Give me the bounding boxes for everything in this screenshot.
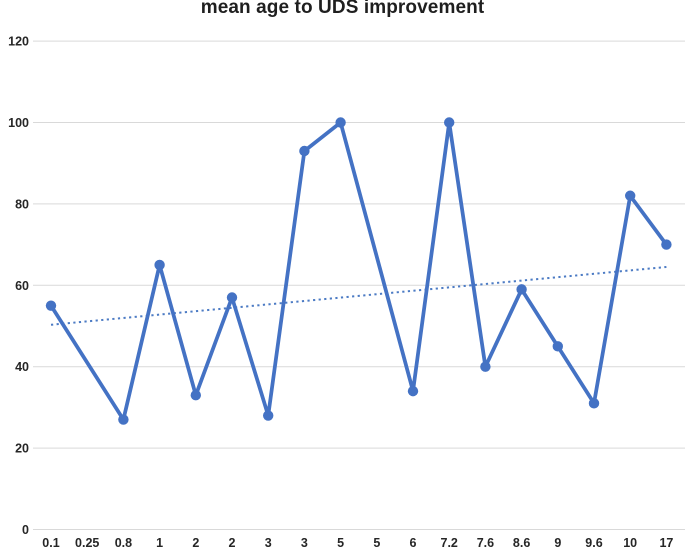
x-tick-label: 0.8 [115,536,132,550]
chart-title: mean age to UDS improvement [200,0,485,18]
y-tick-label: 20 [15,442,29,456]
data-point-marker [407,385,419,397]
x-tick-label: 6 [410,536,417,550]
y-tick-label: 60 [15,279,29,293]
x-tick-label: 1 [156,536,163,550]
x-tick-label: 2 [192,536,199,550]
x-tick-label: 3 [301,536,308,550]
data-point-marker [299,145,310,157]
x-tick-label: 3 [265,536,272,550]
data-point-marker [661,239,672,250]
y-tick-label: 40 [15,360,29,374]
data-point-marker [263,410,274,421]
y-tick-label: 100 [8,116,29,130]
data-point-marker [588,398,600,409]
x-tick-label: 10 [623,536,637,550]
series-line [49,120,669,422]
x-tick-label: 0.1 [42,536,59,550]
x-tick-label: 17 [659,536,673,550]
data-point-marker [190,389,201,401]
data-point-marker [625,190,636,201]
x-tick-label: 0.25 [75,536,99,550]
data-point-marker [552,341,563,352]
x-tick-label: 2 [229,536,236,550]
x-tick-label: 8.6 [513,536,530,550]
data-point-marker [444,117,455,128]
data-point-marker [118,414,129,425]
y-tick-label: 120 [8,35,29,49]
trendline [50,265,667,326]
data-point-marker [45,300,57,311]
x-tick-label: 9.6 [585,536,602,550]
data-point-marker [226,292,238,303]
x-tick-label: 7.6 [477,536,494,550]
x-tick-label: 7.2 [441,536,458,550]
x-tick-label: 5 [337,536,344,550]
y-tick-label: 80 [15,197,29,211]
data-point-marker [480,361,491,372]
data-point-marker [335,117,346,128]
data-point-marker [154,259,165,271]
data-point-marker [516,284,527,295]
y-tick-label: 0 [22,523,29,537]
x-tick-label: 9 [554,536,561,550]
x-tick-label: 5 [373,536,380,550]
